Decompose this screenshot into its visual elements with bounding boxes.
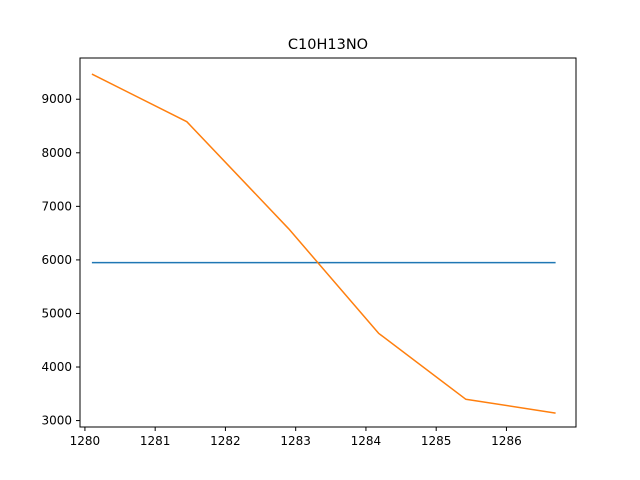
x-tick-label: 1280 — [70, 434, 101, 448]
x-tick-label: 1282 — [210, 434, 241, 448]
y-tick-label: 7000 — [41, 199, 72, 213]
y-tick-label: 5000 — [41, 306, 72, 320]
x-axis: 1280 1281 1282 1283 1284 1285 1286 — [70, 427, 522, 448]
x-tick-label: 1281 — [140, 434, 171, 448]
chart-title: C10H13NO — [288, 37, 368, 53]
x-tick-label: 1284 — [351, 434, 382, 448]
y-tick-label: 8000 — [41, 146, 72, 160]
plot-series — [91, 73, 556, 414]
plot-frame — [79, 57, 577, 428]
y-tick-label: 3000 — [41, 414, 72, 428]
y-tick-label: 4000 — [41, 360, 72, 374]
y-tick-label: 9000 — [41, 92, 72, 106]
series-line-2 — [91, 73, 556, 414]
x-tick-label: 1283 — [280, 434, 311, 448]
x-tick-label: 1286 — [491, 434, 522, 448]
x-tick-label: 1285 — [421, 434, 452, 448]
y-tick-label: 6000 — [41, 253, 72, 267]
y-axis: 3000 4000 5000 6000 7000 8000 9000 — [41, 92, 80, 428]
